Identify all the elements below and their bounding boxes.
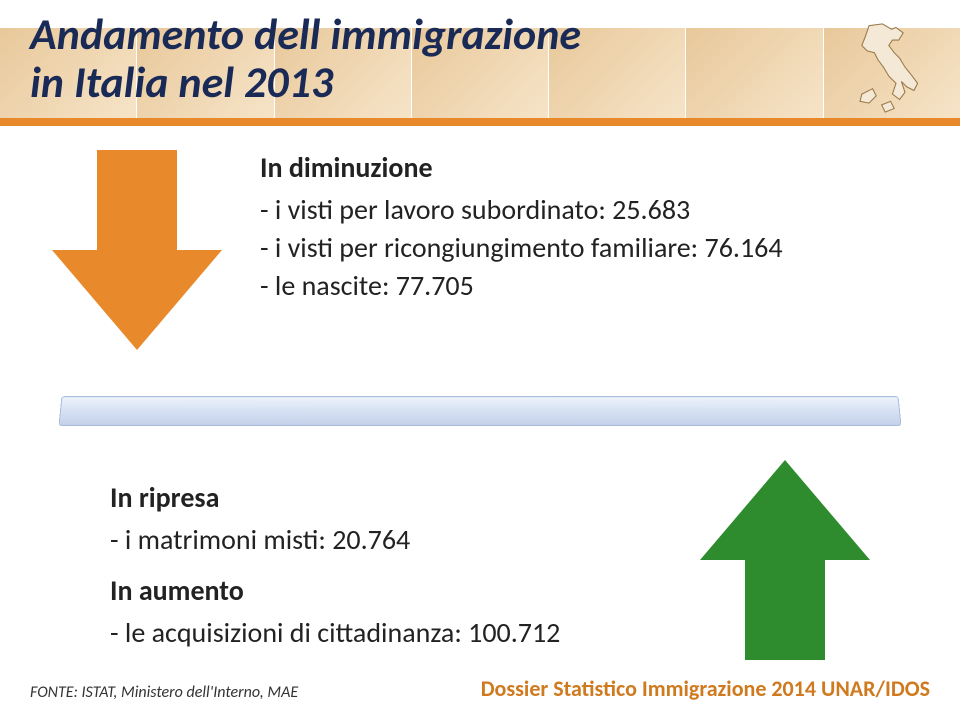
header-tile: [686, 28, 823, 118]
diminuzione-item: - i visti per ricongiungimento familiare…: [260, 229, 820, 267]
footer-dossier: Dossier Statistico Immigrazione 2014 UNA…: [481, 675, 930, 702]
divider-bar: [59, 396, 902, 426]
diminuzione-item: - le nascite: 77.705: [260, 267, 820, 305]
aumento-heading: In aumento: [110, 573, 670, 608]
up-arrow-icon: [700, 460, 870, 660]
page-title: Andamento dell immigrazione in Italia ne…: [30, 10, 670, 107]
diminuzione-section: In diminuzione - i visti per lavoro subo…: [260, 150, 820, 304]
header-divider: [0, 118, 960, 126]
footer-source: FONTE: ISTAT, Ministero dell'Interno, MA…: [30, 683, 298, 702]
ripresa-heading: In ripresa: [110, 480, 670, 515]
ripresa-aumento-section: In ripresa - i matrimoni misti: 20.764 I…: [110, 480, 670, 652]
title-line-2: in Italia nel 2013: [30, 58, 670, 106]
italy-map-icon: [842, 18, 932, 118]
diminuzione-item: - i visti per lavoro subordinato: 25.683: [260, 191, 820, 229]
diminuzione-heading: In diminuzione: [260, 150, 820, 185]
title-line-1: Andamento dell immigrazione: [30, 10, 670, 58]
ripresa-item: - i matrimoni misti: 20.764: [110, 521, 670, 559]
aumento-item: - le acquisizioni di cittadinanza: 100.7…: [110, 614, 670, 652]
down-arrow-icon: [52, 150, 222, 350]
